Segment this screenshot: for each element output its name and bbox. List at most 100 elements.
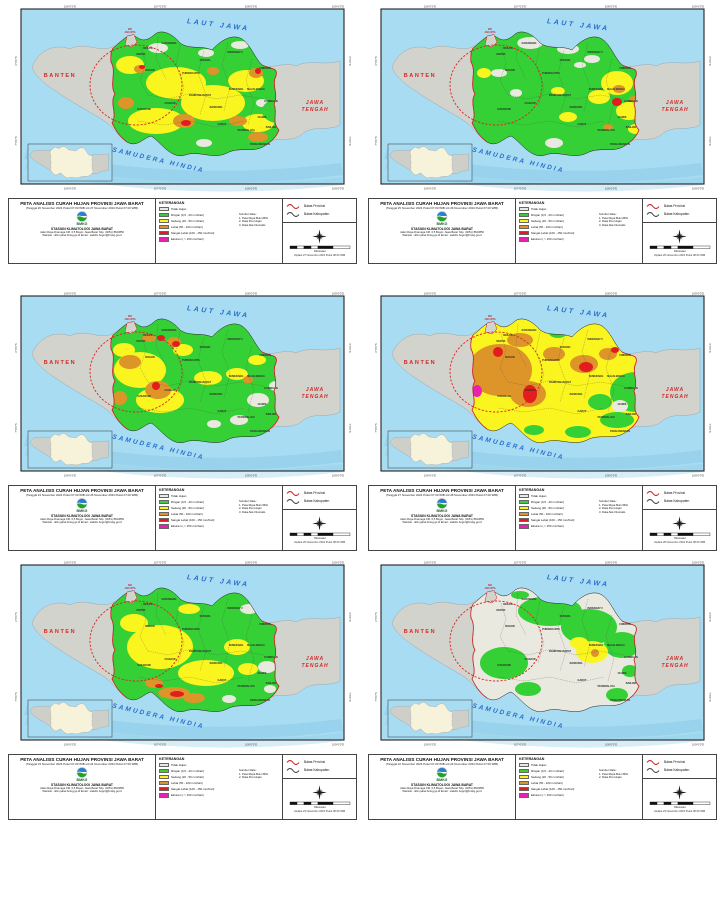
svg-text:SUBANG: SUBANG (200, 346, 211, 349)
title-block: PETA ANALISIS CURAH HUJAN PROVINSI JAWA … (368, 485, 516, 551)
svg-text:MAJALENGKA: MAJALENGKA (607, 644, 625, 647)
scale-unit-label: Kilometer (674, 536, 686, 540)
boundary-item-kabupaten: Batas Kabupaten (646, 497, 713, 504)
legend-label: Tidak Hujan (531, 206, 547, 211)
map-date-range: (Tanggal 27 November 2024 Pukul 07.00 WI… (385, 492, 499, 497)
svg-text:BANTEN: BANTEN (404, 629, 437, 635)
svg-text:SUMEDANG: SUMEDANG (589, 375, 604, 378)
svg-text:107°0'0"E: 107°0'0"E (514, 187, 526, 191)
boundary-label: Batas Kabupaten (664, 211, 690, 216)
svg-text:107°0'0"E: 107°0'0"E (154, 292, 166, 296)
svg-text:TASIKMALAYA: TASIKMALAYA (237, 416, 255, 419)
scale-unit-label: Kilometer (314, 249, 326, 253)
svg-text:107°0'0"E: 107°0'0"E (154, 743, 166, 747)
station-contact: Website : iklim.jabar.bmkg.go.id Email :… (42, 790, 122, 794)
legend-item-none: Tidak Hujan (519, 493, 599, 499)
legend-label: Ekstrem ( > 150 mm/hari) (531, 524, 564, 529)
svg-text:KARAWANG: KARAWANG (522, 42, 537, 45)
svg-text:109°0'0"E: 109°0'0"E (332, 743, 344, 747)
station-contact: Website : iklim.jabar.bmkg.go.id Email :… (42, 234, 122, 238)
svg-text:TASIKMALAYA: TASIKMALAYA (237, 129, 255, 132)
svg-text:7°0'0"S: 7°0'0"S (708, 423, 712, 432)
bmkg-logo: BMKG (9, 211, 155, 226)
nav-cell: Kilometer Update 27 November 2024 Pukul … (283, 223, 356, 263)
source-data-item: 2. Data Pos Hujan (599, 506, 622, 511)
svg-text:BANTEN: BANTEN (44, 629, 77, 635)
source-data-item: 1. Peta Rupa Bumi BIG (599, 502, 629, 507)
compass-rose-icon (672, 785, 687, 800)
legend-swatch-ekstrem (159, 237, 169, 242)
wavy-line-icon (646, 499, 660, 504)
scale-bar: Kilometer (289, 245, 350, 253)
legend-label: Sangat Lebat (100 - 150 mm/hari) (171, 787, 215, 792)
svg-text:108°0'0"E: 108°0'0"E (605, 5, 617, 9)
nav-cell: Kilometer Update 26 November 2024 Pukul … (643, 223, 716, 263)
svg-text:TENGAH: TENGAH (301, 107, 328, 113)
legend-label: Lebat (50 - 100 mm/hari) (171, 781, 203, 786)
boundary-item-kabupaten: Batas Kabupaten (646, 766, 713, 773)
legend-item-sedang: Sedang (20 - 50 mm/hari) (159, 505, 239, 511)
nav-cell: Kilometer Update 28 November 2024 Pukul … (643, 510, 716, 550)
boundary-nav-block: Batas Provinsi Batas Kabupaten (282, 198, 357, 264)
svg-text:DKI: DKI (128, 584, 132, 587)
legend-item-ekstrem: Ekstrem ( > 150 mm/hari) (159, 793, 239, 798)
source-data-item: 1. Peta Rupa Bumi BIG (239, 502, 269, 507)
scale-bar: Kilometer (649, 245, 710, 253)
station-address: Jalan Raya Dramaga KM. 6,5 Bogor, Jawa B… (399, 786, 485, 790)
legend-swatch-lebat (519, 224, 529, 230)
scale-bar: Kilometer (649, 801, 710, 809)
map-date-range: (Tanggal 24 November 2024 Pukul 07.00 WI… (25, 492, 139, 497)
svg-text:JAKARTA: JAKARTA (484, 587, 496, 590)
legend-title: KETERANGAN (159, 201, 185, 205)
svg-text:6°0'0"S: 6°0'0"S (708, 56, 712, 65)
legend-items: Tidak Hujan Ringan (0,5 - 20 mm/hari) Seda… (519, 493, 599, 529)
svg-text:CIAMIS: CIAMIS (618, 672, 627, 675)
update-timestamp: Update 27 November 2024 Pukul 08.00 WIB (293, 254, 346, 257)
source-data: Sumber Data :1. Peta Rupa Bumi BIG 2. Dat… (239, 757, 281, 818)
legend-item-ringan: Ringan (0,5 - 20 mm/hari) (159, 768, 239, 774)
svg-text:BOGOR: BOGOR (505, 625, 515, 628)
compass-rose-icon (312, 785, 327, 800)
source-data-item: 3. Data Alat Otomatis (239, 509, 266, 514)
legend-item-ekstrem: Ekstrem ( > 150 mm/hari) (159, 524, 239, 529)
svg-text:106°0'0"E: 106°0'0"E (64, 743, 76, 747)
source-data-item: 2. Data Pos Hujan (239, 506, 262, 511)
legend-item-lebat: Lebat (50 - 100 mm/hari) (519, 224, 599, 230)
wavy-line-icon (646, 491, 660, 496)
legend-label: Lebat (50 - 100 mm/hari) (531, 512, 563, 517)
svg-text:PANGANDARAN: PANGANDARAN (250, 430, 270, 433)
legend-swatch-sangat_lebat (159, 786, 169, 792)
legend-item-sangat_lebat: Sangat Lebat (100 - 150 mm/hari) (159, 786, 239, 792)
legend-label: Sedang (20 - 50 mm/hari) (531, 506, 564, 511)
boundary-item-provinsi: Batas Provinsi (286, 489, 353, 496)
legend-label: Ekstrem ( > 150 mm/hari) (171, 793, 204, 798)
legend-item-none: Tidak Hujan (159, 493, 239, 499)
boundary-label: Batas Kabupaten (664, 498, 690, 503)
svg-text:PURWAKARTA: PURWAKARTA (182, 359, 200, 362)
source-data-item: 1. Peta Rupa Bumi BIG (239, 771, 269, 776)
legend-swatch-lebat (159, 780, 169, 786)
boundary-label: Batas Kabupaten (304, 767, 330, 772)
source-data-title: Sumber Data : (239, 768, 258, 772)
map-footer: PETA ANALISIS CURAH HUJAN PROVINSI JAWA … (368, 754, 719, 820)
svg-text:DKI: DKI (488, 28, 492, 31)
svg-text:106°0'0"E: 106°0'0"E (424, 474, 436, 478)
boundary-item-kabupaten: Batas Kabupaten (646, 210, 713, 217)
svg-text:JAWA: JAWA (306, 656, 324, 662)
svg-text:PANGANDARAN: PANGANDARAN (610, 143, 630, 146)
svg-text:BANDUNG BARAT: BANDUNG BARAT (549, 94, 572, 97)
legend-label: Ringan (0,5 - 20 mm/hari) (171, 499, 204, 504)
bmkg-logo-text: BMKG (437, 778, 448, 782)
scale-bar: Kilometer (289, 801, 350, 809)
svg-text:109°0'0"E: 109°0'0"E (332, 561, 344, 565)
title-block: PETA ANALISIS CURAH HUJAN PROVINSI JAWA … (368, 754, 516, 820)
svg-text:SUMEDANG: SUMEDANG (229, 375, 244, 378)
svg-text:KARAWANG: KARAWANG (162, 42, 177, 45)
svg-text:109°0'0"E: 109°0'0"E (332, 5, 344, 9)
boundary-item-kabupaten: Batas Kabupaten (286, 210, 353, 217)
legend-item-none: Tidak Hujan (159, 762, 239, 768)
scale-bar: Kilometer (649, 532, 710, 540)
map-footer: PETA ANALISIS CURAH HUJAN PROVINSI JAWA … (8, 198, 359, 264)
svg-text:BOGOR: BOGOR (145, 625, 155, 628)
